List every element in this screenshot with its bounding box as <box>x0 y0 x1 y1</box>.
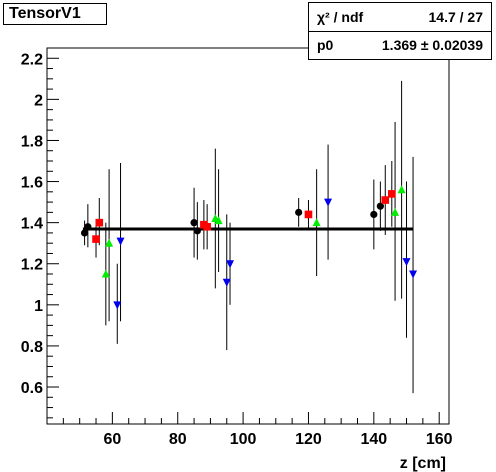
data-point-triangle-down <box>324 198 333 207</box>
data-point-triangle-up <box>105 238 114 247</box>
fit-stats-box: χ² / ndf 14.7 / 27 p0 1.369 ± 0.02039 <box>308 2 492 60</box>
data-point-triangle-down <box>402 258 411 267</box>
data-point-circle <box>80 229 89 237</box>
chart-title-box: TensorV1 <box>3 3 107 25</box>
data-point-circle <box>376 202 384 210</box>
data-point-square <box>381 196 390 204</box>
x-axis-ticks: 60 80 100 120 140 160 <box>62 412 453 448</box>
data-point-triangle-up <box>397 185 406 194</box>
data-point-triangle-down <box>222 278 231 287</box>
y-tick-label: 1.6 <box>21 175 43 192</box>
data-point-triangle-up <box>214 216 223 225</box>
data-point-circle <box>370 210 378 219</box>
data-point-triangle-down <box>113 301 122 310</box>
y-axis-ticks: 0.6 0.8 1 1.2 1.4 1.6 1.8 2 2.2 <box>21 47 59 419</box>
x-tick-label: 100 <box>230 431 257 448</box>
x-axis-title: z [cm] <box>400 455 446 472</box>
stats-row-p0: p0 1.369 ± 0.02039 <box>309 31 491 59</box>
plot-frame <box>46 47 450 425</box>
data-point-circle <box>295 208 303 216</box>
data-point-square <box>388 190 396 198</box>
data-point-triangle-down <box>116 237 125 246</box>
x-tick-label: 80 <box>169 431 187 448</box>
data-point-circle <box>190 219 198 227</box>
y-tick-label: 1.8 <box>21 133 43 150</box>
p0-label: p0 <box>317 37 334 53</box>
x-tick-label: 160 <box>426 431 453 448</box>
y-tick-label: 0.6 <box>21 380 43 397</box>
data-point-square <box>92 235 100 243</box>
x-tick-label: 140 <box>360 431 387 448</box>
data-point-triangle-up <box>101 269 110 278</box>
y-tick-label: 2.2 <box>21 51 43 68</box>
data-point-triangle-down <box>226 260 235 269</box>
data-point-circle <box>84 223 92 231</box>
data-markers <box>80 185 418 310</box>
error-bars <box>84 80 414 394</box>
y-tick-label: 2 <box>34 92 43 109</box>
chi2-label: χ² / ndf <box>317 9 364 25</box>
chi2-value: 14.7 / 27 <box>428 9 484 25</box>
chart-title: TensorV1 <box>9 5 81 22</box>
data-point-triangle-up <box>312 218 321 227</box>
y-tick-label: 1.2 <box>21 257 43 274</box>
data-point-square <box>95 218 104 227</box>
p0-value: 1.369 ± 0.02039 <box>381 37 483 53</box>
data-point-triangle-down <box>409 270 418 279</box>
y-tick-label: 1.4 <box>21 216 43 233</box>
data-point-triangle-up <box>391 207 400 216</box>
data-point-square <box>304 210 313 219</box>
x-tick-label: 60 <box>103 431 121 448</box>
stats-row-chi2: χ² / ndf 14.7 / 27 <box>309 3 491 32</box>
data-point-circle <box>193 227 201 235</box>
data-point-square <box>203 222 211 231</box>
y-tick-label: 0.8 <box>21 339 43 356</box>
y-tick-label: 1 <box>34 298 43 315</box>
x-tick-label: 120 <box>295 431 322 448</box>
